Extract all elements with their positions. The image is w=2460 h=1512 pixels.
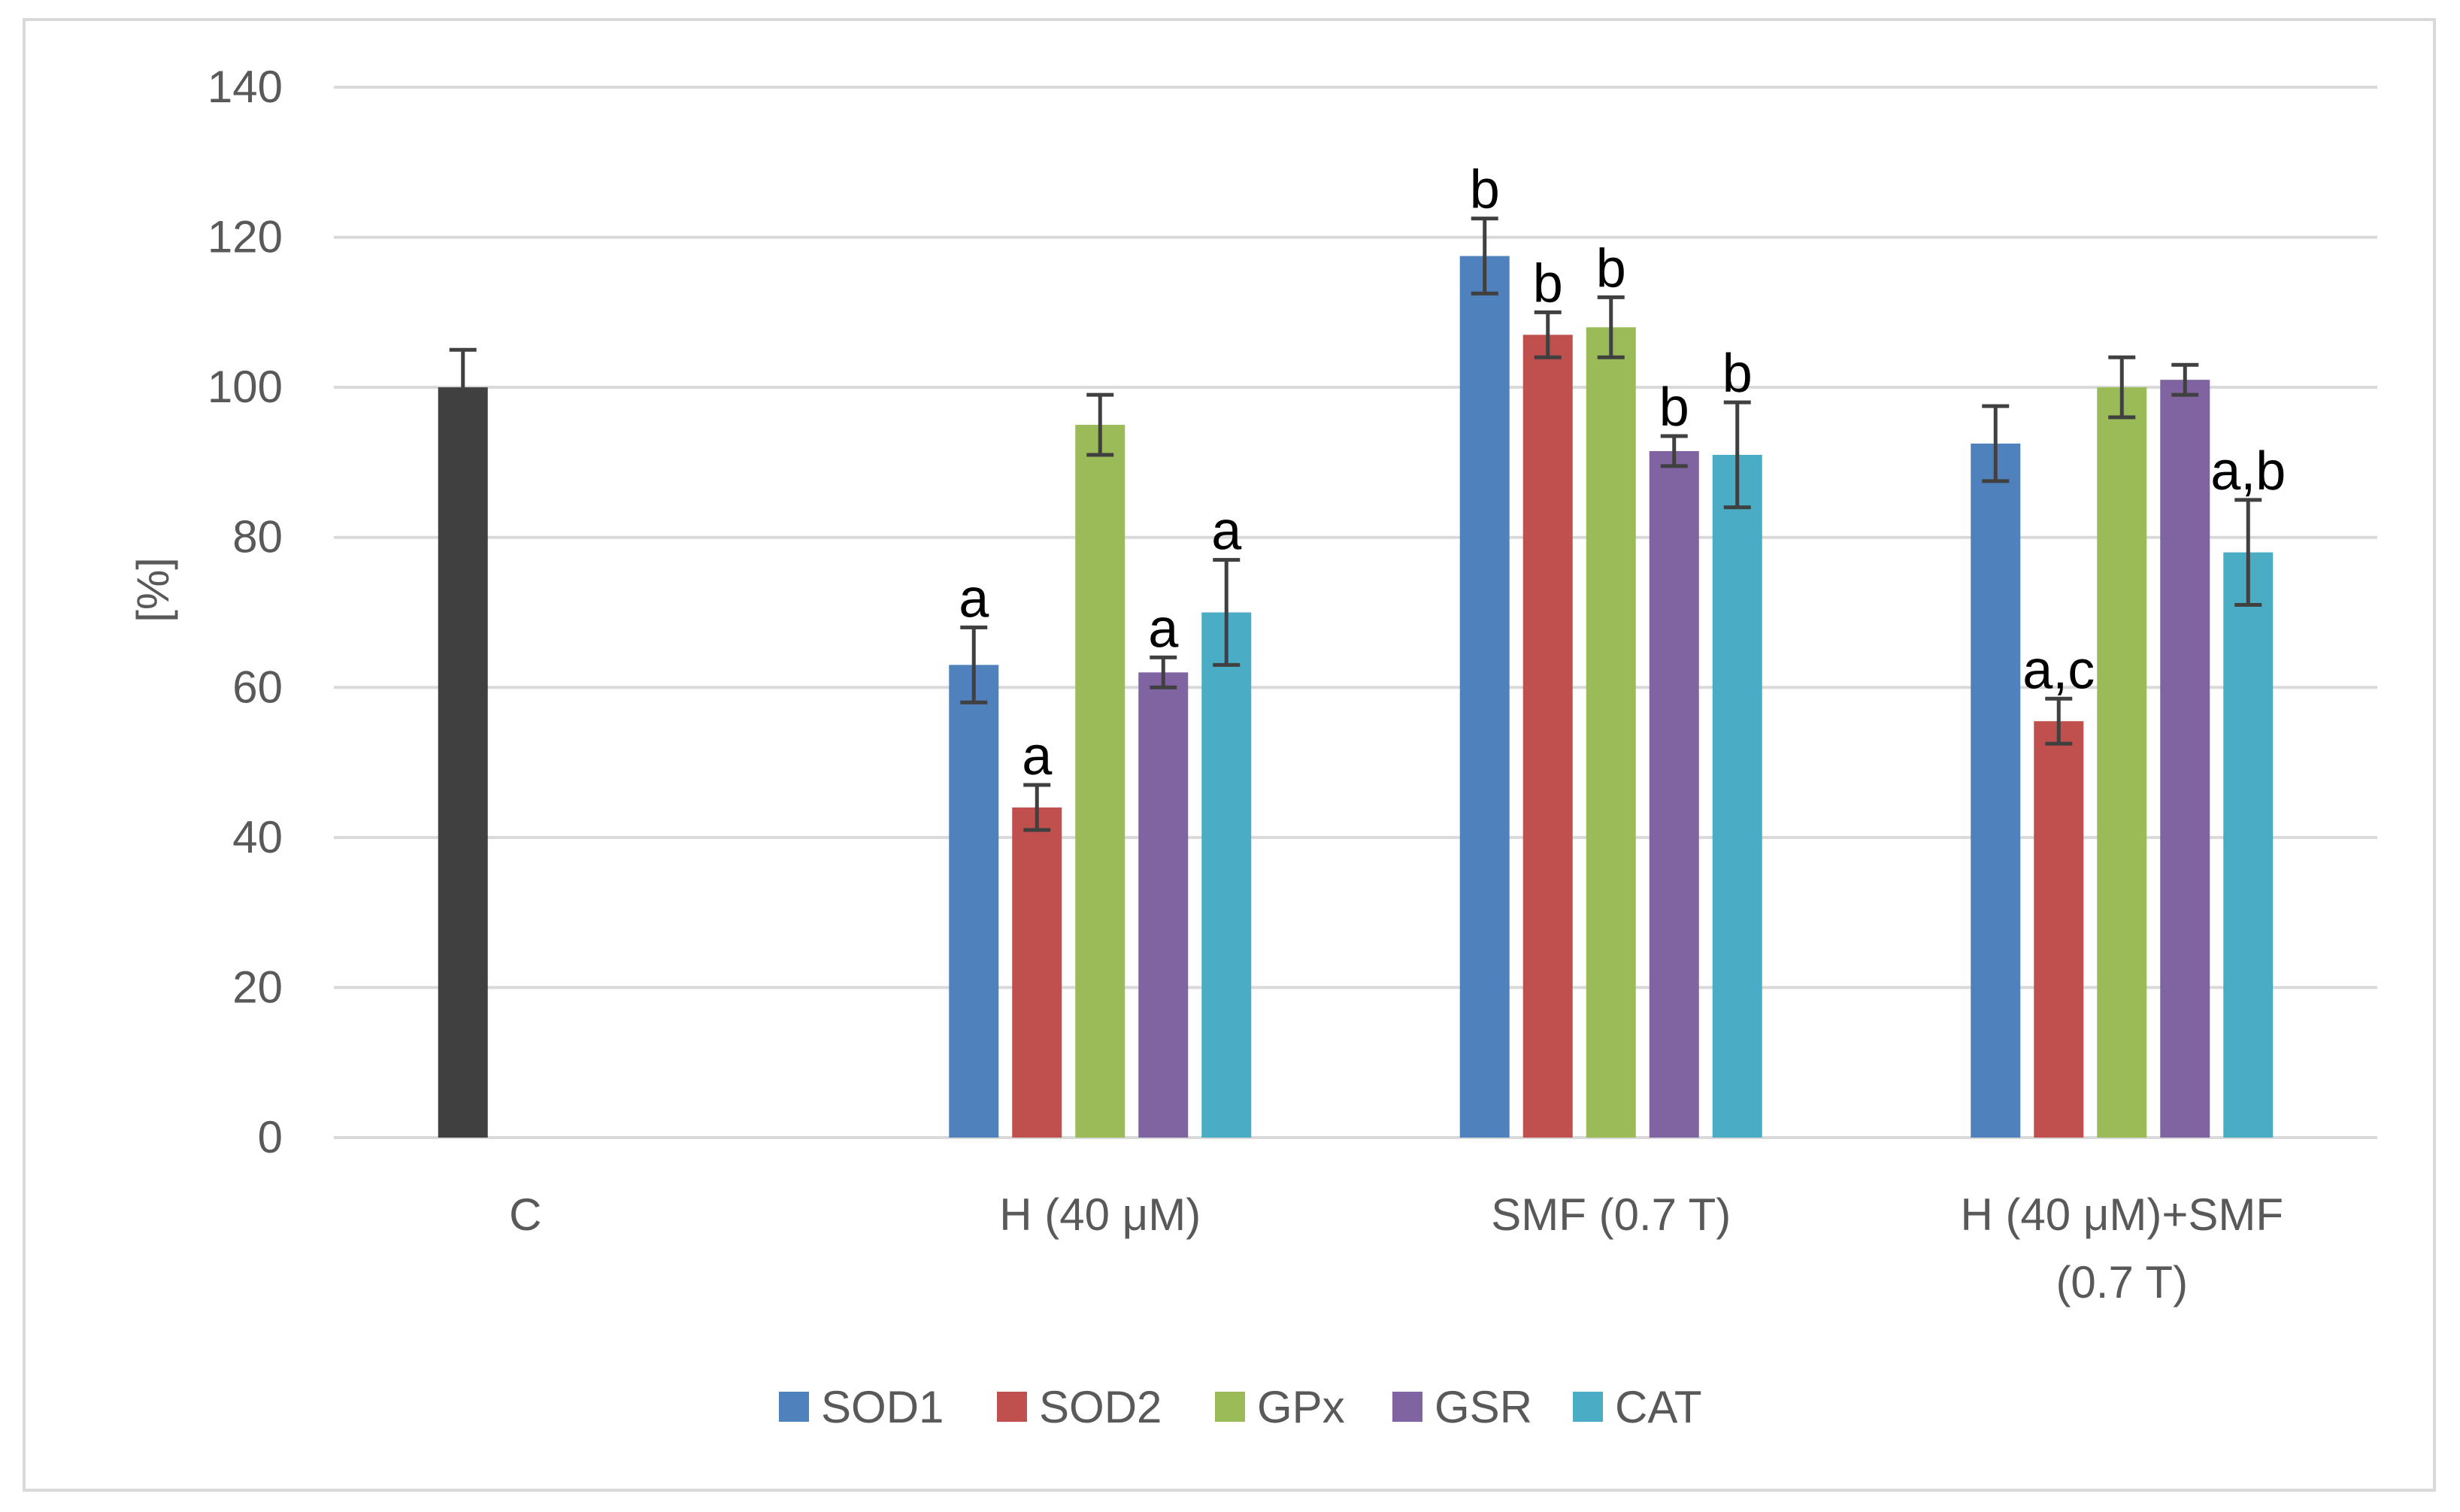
significance-labels: a b a b a,c b a b a b a,b [959, 160, 2286, 786]
bar-sod1 [949, 665, 999, 1138]
significance-label: b [1659, 377, 1689, 438]
legend-label: GPx [1257, 1382, 1345, 1432]
y-tick-label: 80 [232, 512, 283, 562]
bar-gsr [1649, 450, 1699, 1138]
y-tick-label: 20 [232, 962, 283, 1012]
legend-label: SOD2 [1039, 1382, 1162, 1432]
x-category-labels: C H (40 μM) SMF (0.7 T) H (40 μM)+SMF (0.7 T… [509, 1189, 2283, 1307]
y-tick-label: 40 [232, 812, 283, 862]
legend-swatch [779, 1392, 809, 1422]
y-tick-label: 0 [258, 1112, 283, 1162]
y-axis-title: [%] [128, 557, 178, 623]
bar-gsr [1138, 672, 1189, 1138]
bar-cat [1712, 454, 1762, 1138]
significance-label: b [1533, 253, 1563, 314]
y-tick-label: 140 [208, 62, 283, 112]
significance-label: a [1211, 501, 1242, 562]
x-category-label: C [509, 1189, 541, 1240]
significance-label: b [1470, 160, 1500, 220]
legend-swatch [1573, 1392, 1603, 1422]
legend-label: SOD1 [821, 1382, 944, 1432]
bars [438, 256, 2274, 1138]
gridlines [334, 86, 2377, 1139]
bar-sod1 [1971, 443, 2021, 1138]
bar-chart: 0 20 40 60 80 100 120 140 [%] a b a b a,c b a b a b a,b C… [128, 62, 2377, 1432]
bar-sod2 [1522, 335, 1573, 1138]
bar-gsr [2160, 380, 2210, 1138]
bar-sod1 [1459, 256, 1510, 1138]
bar-gpx [2097, 387, 2147, 1138]
x-category-label: SMF (0.7 T) [1491, 1189, 1731, 1240]
x-category-label: H (40 μM) [999, 1189, 1201, 1240]
error-bars [449, 217, 2262, 832]
significance-label: a [959, 568, 989, 629]
bar-sod2 [1012, 807, 1062, 1138]
bar-cat [1201, 612, 1252, 1138]
significance-label: a,b [2210, 441, 2286, 501]
legend-swatch [997, 1392, 1027, 1422]
y-tick-label: 60 [232, 662, 283, 712]
chart-frame: 0 20 40 60 80 100 120 140 [%] a b a b a,c b a b a b a,b C… [23, 18, 2436, 1492]
bar-gpx [1586, 327, 1636, 1138]
legend-swatch [1392, 1392, 1422, 1422]
significance-label: a [1148, 598, 1179, 659]
y-tick-label: 100 [208, 362, 283, 412]
bar-sod2 [2034, 721, 2084, 1138]
significance-label: a [1022, 726, 1053, 786]
significance-label: a,c [2022, 640, 2095, 700]
bar-control [438, 387, 488, 1138]
bar-cat [2223, 552, 2274, 1138]
significance-label: b [1596, 238, 1626, 298]
legend-label: CAT [1615, 1382, 1702, 1432]
legend-label: GSR [1434, 1382, 1532, 1432]
legend-swatch [1215, 1392, 1245, 1422]
x-category-label: (0.7 T) [2056, 1257, 2188, 1307]
significance-label: b [1722, 344, 1753, 404]
y-tick-labels: 0 20 40 60 80 100 120 140 [208, 62, 283, 1162]
y-tick-label: 120 [208, 212, 283, 262]
x-category-label: H (40 μM)+SMF [1960, 1189, 2283, 1240]
bar-gpx [1075, 425, 1125, 1138]
legend: SOD1 SOD2 GPx GSR CAT [779, 1382, 1702, 1432]
